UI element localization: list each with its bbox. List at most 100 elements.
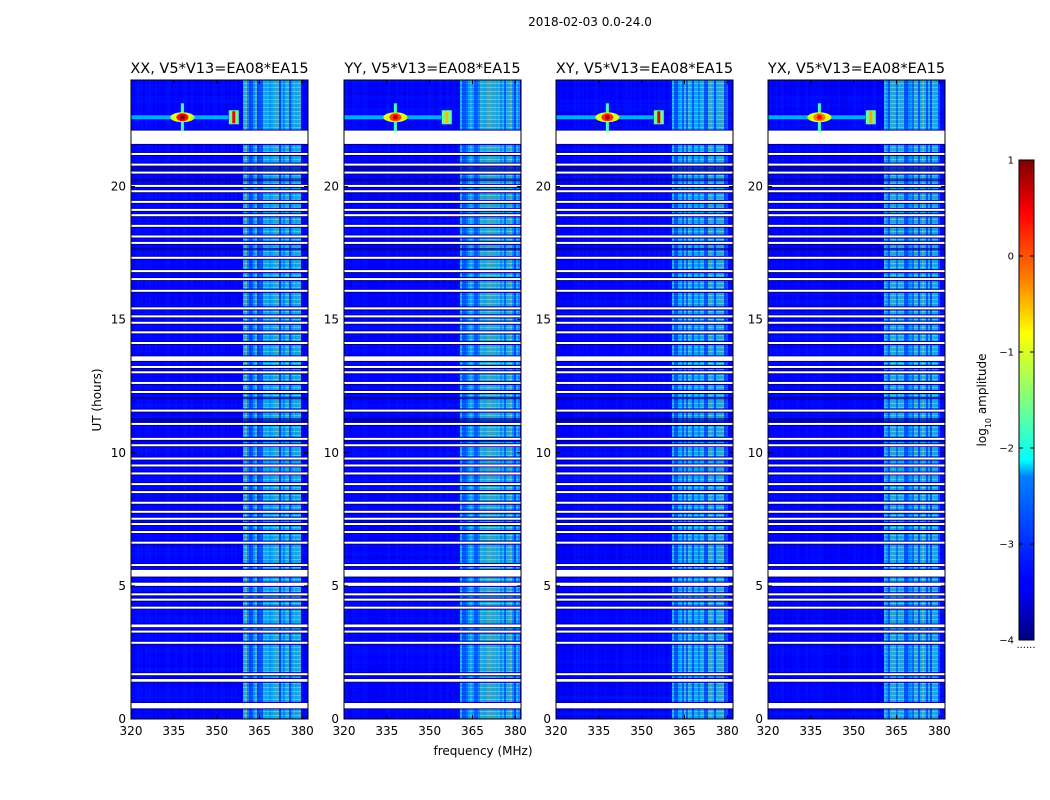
time-row	[344, 452, 521, 455]
time-row	[556, 652, 733, 655]
flagged-interval	[344, 593, 521, 596]
time-row	[768, 148, 945, 151]
time-row	[768, 476, 945, 479]
flagged-interval	[768, 208, 945, 211]
flagged-interval	[131, 564, 308, 567]
time-row	[131, 280, 308, 283]
flagged-interval	[344, 483, 521, 486]
time-row	[556, 388, 733, 391]
time-row	[556, 580, 733, 583]
colorbar-tick-label: 1	[1008, 156, 1014, 167]
flagged-interval	[768, 703, 945, 709]
time-row	[768, 708, 945, 711]
time-row	[344, 120, 521, 123]
time-row	[768, 376, 945, 379]
time-row	[344, 504, 521, 507]
time-row	[131, 544, 308, 547]
flagged-interval	[556, 130, 733, 144]
flagged-interval	[344, 472, 521, 475]
time-row	[131, 652, 308, 655]
time-row	[131, 216, 308, 219]
time-row	[131, 92, 308, 95]
time-row	[556, 676, 733, 679]
flagged-interval	[768, 582, 945, 586]
time-row	[768, 468, 945, 471]
flagged-interval	[131, 163, 308, 166]
x-tick-label: 380	[291, 724, 314, 738]
flagged-interval	[344, 289, 521, 292]
time-row	[131, 620, 308, 623]
flagged-interval	[556, 235, 733, 238]
dark-band	[768, 418, 945, 423]
x-tick-label: 320	[757, 724, 780, 738]
flagged-interval	[768, 130, 945, 144]
x-tick-label: 335	[375, 724, 398, 738]
flagged-interval	[768, 152, 945, 155]
time-row	[768, 648, 945, 651]
time-row	[556, 448, 733, 451]
y-tick-label: 20	[111, 180, 126, 194]
time-row	[131, 488, 308, 491]
time-row	[768, 180, 945, 183]
time-row	[344, 296, 521, 299]
flagged-interval	[131, 444, 308, 447]
time-row	[344, 92, 521, 95]
flagged-interval	[344, 130, 521, 144]
time-row	[556, 452, 733, 455]
time-row	[556, 696, 733, 699]
time-row	[768, 292, 945, 295]
time-row	[768, 544, 945, 547]
flagged-interval	[556, 315, 733, 318]
flagged-interval	[344, 541, 521, 544]
flagged-interval	[344, 491, 521, 494]
y-tick-label: 15	[111, 313, 126, 327]
x-tick-label: 320	[545, 724, 568, 738]
flagged-interval	[556, 582, 733, 586]
dark-band	[344, 418, 521, 423]
flagged-interval	[131, 606, 308, 609]
time-row	[344, 148, 521, 151]
flagged-interval	[768, 381, 945, 384]
time-row	[556, 504, 733, 507]
time-row	[768, 460, 945, 463]
flagged-interval	[768, 531, 945, 534]
flagged-interval	[344, 464, 521, 467]
y-tick-label: 15	[536, 313, 551, 327]
flagged-interval	[556, 523, 733, 526]
burst-bar-core	[869, 111, 873, 124]
time-row	[556, 264, 733, 267]
flagged-interval	[768, 163, 945, 166]
time-row	[344, 388, 521, 391]
flagged-interval	[768, 278, 945, 281]
flagged-interval	[556, 184, 733, 187]
time-row	[556, 368, 733, 371]
flagged-interval	[556, 356, 733, 361]
flagged-interval	[768, 224, 945, 227]
flagged-interval	[556, 256, 733, 259]
time-row	[131, 80, 308, 83]
dark-band	[768, 396, 945, 400]
flagged-interval	[768, 356, 945, 361]
time-row	[768, 92, 945, 95]
time-row	[344, 192, 521, 195]
time-row	[768, 368, 945, 371]
time-row	[131, 328, 308, 331]
colorbar-footer: ......	[1016, 640, 1035, 651]
time-row	[131, 432, 308, 435]
time-row	[344, 244, 521, 247]
x-tick-label: 365	[461, 724, 484, 738]
dark-band	[131, 247, 308, 251]
time-row	[768, 216, 945, 219]
flagged-interval	[556, 208, 733, 211]
time-row	[131, 504, 308, 507]
x-tick-label: 380	[716, 724, 739, 738]
time-row	[344, 692, 521, 695]
time-row	[768, 448, 945, 451]
time-row	[131, 404, 308, 407]
time-row	[131, 124, 308, 127]
flagged-interval	[344, 531, 521, 534]
time-row	[131, 284, 308, 287]
time-row	[768, 336, 945, 339]
colorbar-bar	[1018, 159, 1035, 641]
flagged-interval	[131, 331, 308, 334]
